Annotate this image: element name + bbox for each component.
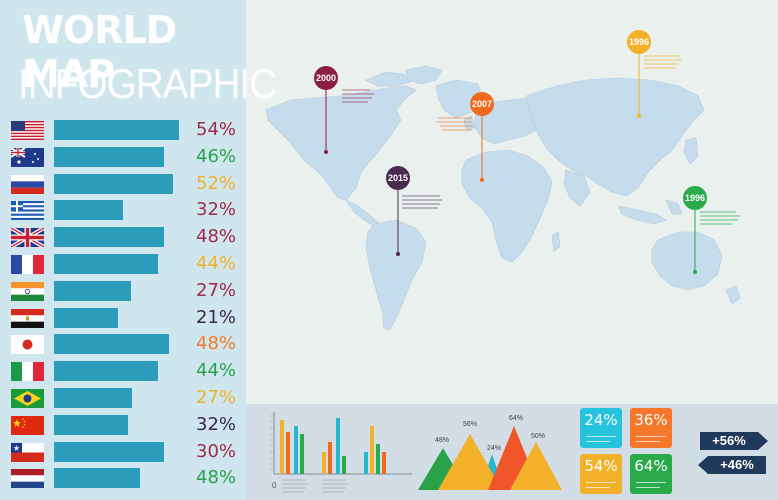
- pin-1996-asia[interactable]: 1996: [627, 30, 682, 118]
- country-bar: [54, 280, 131, 301]
- pin-1996-australia[interactable]: 1996: [683, 186, 740, 274]
- country-bar: [54, 173, 173, 194]
- egypt-flag-icon: [11, 308, 44, 328]
- country-percent: 48%: [196, 467, 237, 489]
- pin-year-2000: 2000: [316, 73, 336, 83]
- value-card-1: 24%: [580, 408, 622, 448]
- country-percent: 54%: [196, 119, 237, 140]
- triangle-label-4: 64%: [509, 415, 523, 422]
- india-flag-icon: [11, 281, 44, 301]
- netherlands-flag-icon: [11, 469, 44, 489]
- mini-bar-chart: 0: [270, 412, 412, 493]
- country-row: 48%: [0, 465, 246, 491]
- value-card-1-value: 24%: [584, 411, 618, 429]
- triangle-label-1: 48%: [435, 437, 449, 444]
- pin-2015[interactable]: 2015: [386, 166, 442, 256]
- pin-year-2007: 2007: [472, 99, 492, 109]
- triangle-label-5: 50%: [531, 433, 545, 440]
- country-bar: [54, 388, 132, 408]
- value-card-3-value: 54%: [584, 457, 618, 475]
- triangle-2: [438, 434, 502, 490]
- country-bar: [54, 120, 179, 140]
- country-row: 44%: [0, 358, 246, 384]
- country-bar: [54, 227, 164, 248]
- country-percent: 32%: [196, 413, 237, 435]
- tag-up: +56%: [700, 432, 758, 450]
- tag-down: +46%: [708, 456, 766, 474]
- country-bar: [54, 254, 158, 274]
- country-percent: 32%: [196, 199, 237, 221]
- country-percent: 44%: [196, 360, 237, 382]
- bottom-strip: 0 48% 56% 24% 64% 50%: [246, 404, 778, 500]
- country-percent: 30%: [196, 440, 237, 462]
- value-card-4-value: 64%: [634, 457, 668, 475]
- usa-flag-icon: [11, 121, 44, 140]
- country-percent: 27%: [196, 279, 237, 301]
- title-line-1: WORLD MAP: [22, 8, 177, 96]
- triangle-label-3: 24%: [487, 445, 501, 452]
- country-percent: 52%: [196, 172, 237, 194]
- value-card-2: 36%: [630, 408, 672, 448]
- title-line-2: INFOGRAPHIC: [18, 60, 277, 107]
- world-map-area: 2000 2007 1996: [246, 0, 778, 404]
- tag-up-arrow-icon: [758, 432, 768, 450]
- country-percent: 27%: [196, 387, 237, 408]
- country-bar: [54, 468, 140, 489]
- france-flag-icon: [11, 255, 44, 274]
- country-percent: 21%: [196, 306, 237, 328]
- pin-2000[interactable]: 2000: [314, 66, 374, 154]
- triangle-5: [510, 442, 562, 490]
- country-bar: [54, 361, 158, 382]
- russia-flag-icon: [11, 174, 44, 194]
- country-row: 32%: [0, 412, 246, 438]
- mini-bars: [280, 418, 386, 474]
- italy-flag-icon: [11, 362, 44, 382]
- china-flag-icon: [11, 415, 44, 435]
- country-bar: [54, 334, 169, 355]
- triangle-label-2: 56%: [463, 421, 477, 428]
- pin-year-1996-asia: 1996: [629, 37, 649, 47]
- country-percent: 44%: [196, 253, 237, 274]
- tag-down-arrow-icon: [698, 456, 708, 474]
- chile-flag-icon: [11, 442, 44, 462]
- country-bar: [54, 414, 128, 435]
- pin-2007[interactable]: 2007: [436, 92, 494, 182]
- country-bar: [54, 146, 164, 167]
- country-row: 44%: [0, 251, 246, 277]
- country-percent: 48%: [196, 226, 237, 248]
- country-row: 21%: [0, 305, 246, 331]
- left-panel: WORLD MAP INFOGRAPHIC 54% 46% 52% 32% 48% 44%…: [0, 0, 277, 500]
- country-row: 27%: [0, 385, 246, 411]
- country-row: 48%: [0, 224, 246, 250]
- pin-year-2015: 2015: [388, 173, 408, 183]
- uk-flag-icon: [11, 228, 44, 248]
- japan-flag-icon: [11, 335, 44, 355]
- country-row: 54%: [0, 117, 246, 143]
- country-bar: [54, 441, 164, 462]
- brazil-flag-icon: [11, 389, 44, 408]
- triangle-chart: 48% 56% 24% 64% 50%: [418, 415, 562, 490]
- mini-chart-zero-label: 0: [272, 481, 277, 490]
- country-row: 46%: [0, 144, 246, 170]
- pin-year-1996-australia: 1996: [685, 193, 705, 203]
- value-card-2-value: 36%: [634, 411, 668, 429]
- value-card-3: 54%: [580, 454, 622, 494]
- country-row: 27%: [0, 278, 246, 304]
- country-row: 52%: [0, 171, 246, 197]
- continents: [265, 65, 741, 331]
- country-row: 48%: [0, 331, 246, 357]
- greece-flag-icon: [11, 201, 44, 221]
- country-bar: [54, 307, 118, 328]
- country-percent: 48%: [196, 333, 237, 355]
- country-bar: [54, 200, 123, 221]
- australia-flag-icon: [11, 147, 44, 167]
- country-percent: 46%: [196, 145, 237, 167]
- country-row: 32%: [0, 197, 246, 223]
- world-map: 2000 2007 1996: [265, 30, 741, 331]
- country-row: 30%: [0, 439, 246, 465]
- value-card-4: 64%: [630, 454, 672, 494]
